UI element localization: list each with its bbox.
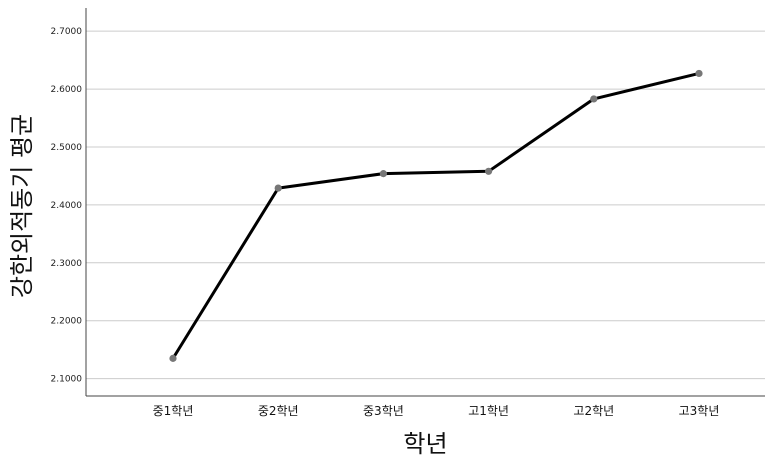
x-tick-label: 고1학년	[468, 404, 509, 418]
y-tick-label: 2.4000	[51, 201, 83, 211]
y-tick-label: 2.5000	[51, 143, 83, 153]
x-tick-labels: 중1학년 중2학년 중3학년 고1학년 고2학년 고3학년	[153, 404, 720, 418]
x-tick-label: 고2학년	[573, 404, 614, 418]
y-tick-label: 2.1000	[51, 375, 83, 385]
axes	[85, 8, 765, 397]
y-tick-label: 2.6000	[51, 85, 83, 95]
data-point	[274, 184, 282, 192]
x-tick-label: 고3학년	[679, 404, 720, 418]
y-axis-title: 강한외적동기 평균	[8, 114, 36, 298]
data-point	[485, 167, 493, 175]
data-point	[590, 95, 598, 103]
x-tick-label: 중1학년	[153, 404, 194, 418]
data-point	[169, 354, 177, 362]
series	[169, 69, 703, 362]
data-point	[695, 69, 703, 78]
y-tick-label: 2.3000	[51, 259, 83, 269]
y-tick-label: 2.7000	[51, 27, 83, 37]
x-tick-label: 중3학년	[363, 404, 404, 418]
x-axis-title: 학년	[403, 430, 447, 458]
y-tick-labels: 2.1000 2.2000 2.3000 2.4000 2.5000 2.6000 2.70…	[51, 27, 83, 384]
y-tick-label: 2.2000	[51, 317, 83, 327]
x-tick-label: 중2학년	[258, 404, 299, 418]
gridlines	[86, 30, 765, 380]
series-line	[171, 71, 700, 360]
data-point	[379, 170, 387, 178]
